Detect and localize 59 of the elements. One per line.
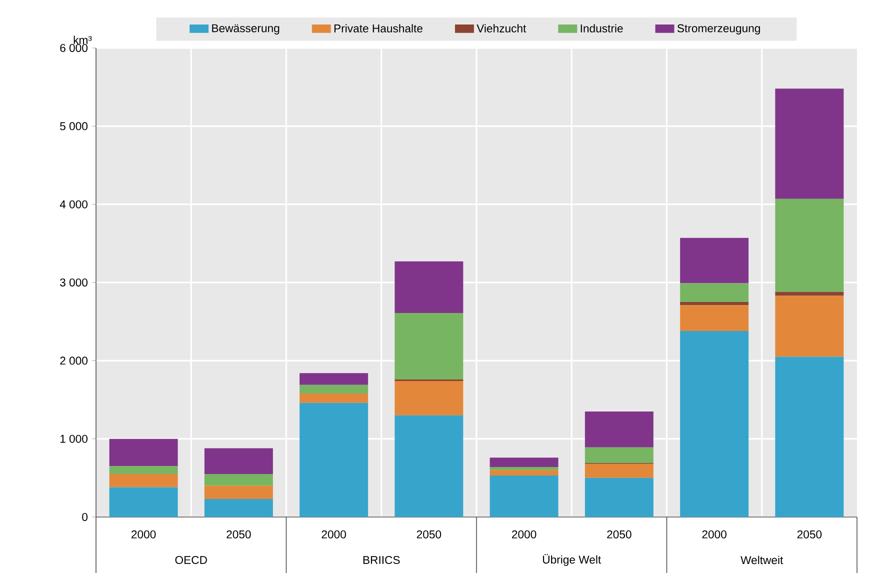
y-axis-title: km³ (74, 36, 92, 44)
bar (680, 283, 749, 302)
x-tick-label: 2000 (512, 530, 536, 538)
x-tick-label: 2000 (322, 530, 346, 538)
bar (490, 470, 558, 476)
legend-label: Bewässerung (212, 24, 280, 34)
y-tick-label: 5 000 (60, 122, 88, 130)
bar (490, 476, 558, 517)
bar (680, 305, 749, 331)
y-tick-label: 1 000 (60, 434, 88, 443)
y-tick-label: 6 000 (60, 44, 88, 52)
text: Weltweit (740, 556, 784, 564)
bar (775, 88, 844, 199)
y-tick-label: 2 000 (60, 356, 88, 365)
legend-label: Industrie (580, 24, 623, 32)
y-tick-label: 0 (82, 512, 88, 521)
bar (300, 393, 368, 403)
x-tick-label: 2000 (132, 530, 156, 538)
y-tick-label: 4 000 (60, 200, 88, 208)
x-tick-label: 2050 (416, 530, 442, 538)
bar (300, 402, 368, 517)
bar (680, 302, 749, 306)
bar (584, 478, 654, 517)
bar (109, 474, 178, 488)
bar (300, 384, 368, 394)
bar (394, 312, 464, 380)
bar (109, 487, 178, 517)
bar (584, 464, 654, 478)
bar (584, 447, 654, 464)
text: BRIICS (363, 556, 400, 564)
x-tick-label: 2050 (607, 530, 632, 538)
bar (394, 380, 464, 416)
bar (204, 499, 273, 517)
bar (394, 261, 464, 313)
text: Übrige Welt (543, 554, 602, 566)
legend-label: Stromerzeugung (677, 24, 760, 35)
text: OECD (175, 556, 207, 564)
bar (680, 238, 749, 284)
legend-label: Private Haushalte (334, 24, 422, 32)
bar (775, 292, 844, 296)
bar (109, 466, 178, 474)
bar (775, 198, 844, 292)
bar (775, 356, 844, 517)
x-tick-label: 2000 (702, 530, 726, 538)
bar (775, 296, 844, 357)
bar (584, 411, 654, 448)
y-tick-label: 3 000 (60, 278, 88, 286)
bar (680, 330, 749, 517)
bar (204, 448, 273, 474)
bar (300, 373, 368, 385)
bar (204, 486, 273, 500)
legend-label: Viehzucht (476, 24, 526, 32)
bar (394, 415, 464, 517)
bar (490, 466, 558, 470)
x-tick-label: 2050 (226, 530, 251, 538)
bar (109, 438, 178, 466)
bar (490, 458, 558, 467)
bar (204, 474, 273, 486)
x-tick-label: 2050 (797, 530, 822, 538)
